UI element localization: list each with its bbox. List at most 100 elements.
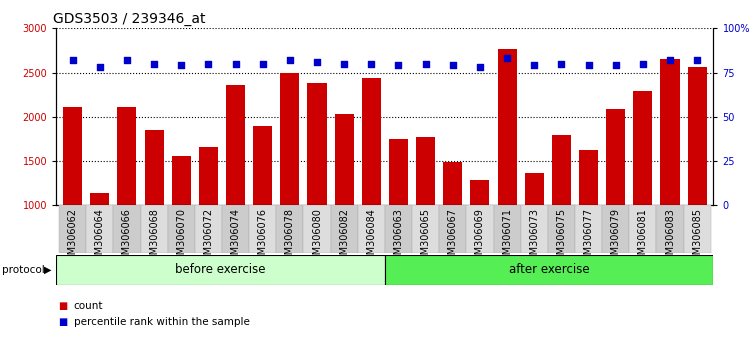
Bar bbox=[195, 205, 222, 253]
Text: after exercise: after exercise bbox=[509, 263, 590, 276]
Bar bbox=[90, 193, 110, 205]
Point bbox=[528, 63, 540, 68]
Bar bbox=[117, 107, 137, 205]
Text: count: count bbox=[74, 301, 103, 311]
Point bbox=[284, 57, 296, 63]
Bar bbox=[683, 205, 710, 253]
Point bbox=[311, 59, 323, 65]
Text: GDS3503 / 239346_at: GDS3503 / 239346_at bbox=[53, 12, 206, 26]
Bar bbox=[660, 59, 680, 205]
Text: ■: ■ bbox=[59, 301, 68, 311]
Bar bbox=[579, 150, 598, 205]
Bar bbox=[470, 180, 490, 205]
Point bbox=[447, 63, 459, 68]
Bar bbox=[552, 135, 571, 205]
Text: GSM306063: GSM306063 bbox=[394, 208, 403, 267]
Bar bbox=[389, 139, 408, 205]
Point bbox=[556, 61, 568, 67]
Point bbox=[94, 64, 106, 70]
Point bbox=[474, 64, 486, 70]
Bar bbox=[56, 255, 385, 285]
Text: GSM306064: GSM306064 bbox=[95, 208, 105, 267]
Point bbox=[121, 57, 133, 63]
Bar bbox=[602, 205, 629, 253]
Bar bbox=[172, 156, 191, 205]
Bar bbox=[167, 205, 195, 253]
Text: protocol: protocol bbox=[2, 265, 45, 275]
Point bbox=[202, 61, 214, 67]
Bar bbox=[520, 205, 547, 253]
Point bbox=[148, 61, 160, 67]
Bar bbox=[199, 147, 218, 205]
Text: GSM306073: GSM306073 bbox=[529, 208, 539, 267]
Bar bbox=[688, 67, 707, 205]
Point bbox=[610, 63, 622, 68]
Bar bbox=[525, 173, 544, 205]
Text: GSM306074: GSM306074 bbox=[231, 208, 240, 267]
Text: percentile rank within the sample: percentile rank within the sample bbox=[74, 317, 249, 327]
Point bbox=[338, 61, 350, 67]
Bar bbox=[253, 126, 272, 205]
Bar bbox=[443, 162, 463, 205]
Bar bbox=[307, 83, 327, 205]
Text: GSM306070: GSM306070 bbox=[176, 208, 186, 267]
Text: GSM306075: GSM306075 bbox=[556, 208, 566, 267]
Bar bbox=[280, 73, 300, 205]
Bar bbox=[330, 205, 357, 253]
Bar bbox=[303, 205, 330, 253]
Bar bbox=[416, 137, 435, 205]
Point bbox=[583, 63, 595, 68]
Text: GSM306062: GSM306062 bbox=[68, 208, 77, 267]
Bar bbox=[629, 205, 656, 253]
Bar bbox=[466, 205, 493, 253]
Bar bbox=[656, 205, 683, 253]
Text: GSM306080: GSM306080 bbox=[312, 208, 322, 267]
Bar bbox=[606, 109, 625, 205]
Text: GSM306082: GSM306082 bbox=[339, 208, 349, 267]
Bar bbox=[276, 205, 303, 253]
Point bbox=[365, 61, 377, 67]
Point bbox=[257, 61, 269, 67]
Bar bbox=[222, 205, 249, 253]
Text: GSM306071: GSM306071 bbox=[502, 208, 512, 267]
Bar bbox=[59, 205, 86, 253]
Bar bbox=[113, 205, 140, 253]
Point bbox=[230, 61, 242, 67]
Text: GSM306078: GSM306078 bbox=[285, 208, 295, 267]
Bar bbox=[412, 205, 439, 253]
Bar bbox=[140, 205, 167, 253]
Bar bbox=[575, 205, 602, 253]
Bar bbox=[86, 205, 113, 253]
Text: GSM306065: GSM306065 bbox=[421, 208, 430, 267]
Bar bbox=[335, 114, 354, 205]
Text: GSM306072: GSM306072 bbox=[204, 208, 213, 267]
Point bbox=[420, 61, 432, 67]
Bar bbox=[385, 255, 713, 285]
Bar bbox=[357, 205, 385, 253]
Text: GSM306077: GSM306077 bbox=[584, 208, 593, 267]
Bar bbox=[362, 78, 381, 205]
Bar bbox=[226, 85, 245, 205]
Text: GSM306081: GSM306081 bbox=[638, 208, 648, 267]
Text: GSM306067: GSM306067 bbox=[448, 208, 458, 267]
Bar bbox=[498, 49, 517, 205]
Bar bbox=[633, 91, 653, 205]
Text: GSM306076: GSM306076 bbox=[258, 208, 267, 267]
Bar bbox=[249, 205, 276, 253]
Text: GSM306079: GSM306079 bbox=[611, 208, 620, 267]
Bar bbox=[439, 205, 466, 253]
Point bbox=[175, 63, 187, 68]
Bar bbox=[145, 130, 164, 205]
Bar bbox=[547, 205, 575, 253]
Text: before exercise: before exercise bbox=[175, 263, 266, 276]
Text: GSM306068: GSM306068 bbox=[149, 208, 159, 267]
Text: GSM306066: GSM306066 bbox=[122, 208, 132, 267]
Text: ▶: ▶ bbox=[44, 265, 51, 275]
Point bbox=[393, 63, 405, 68]
Point bbox=[691, 57, 703, 63]
Point bbox=[501, 56, 513, 61]
Bar bbox=[385, 205, 412, 253]
Text: GSM306085: GSM306085 bbox=[692, 208, 702, 267]
Point bbox=[664, 57, 676, 63]
Point bbox=[67, 57, 79, 63]
